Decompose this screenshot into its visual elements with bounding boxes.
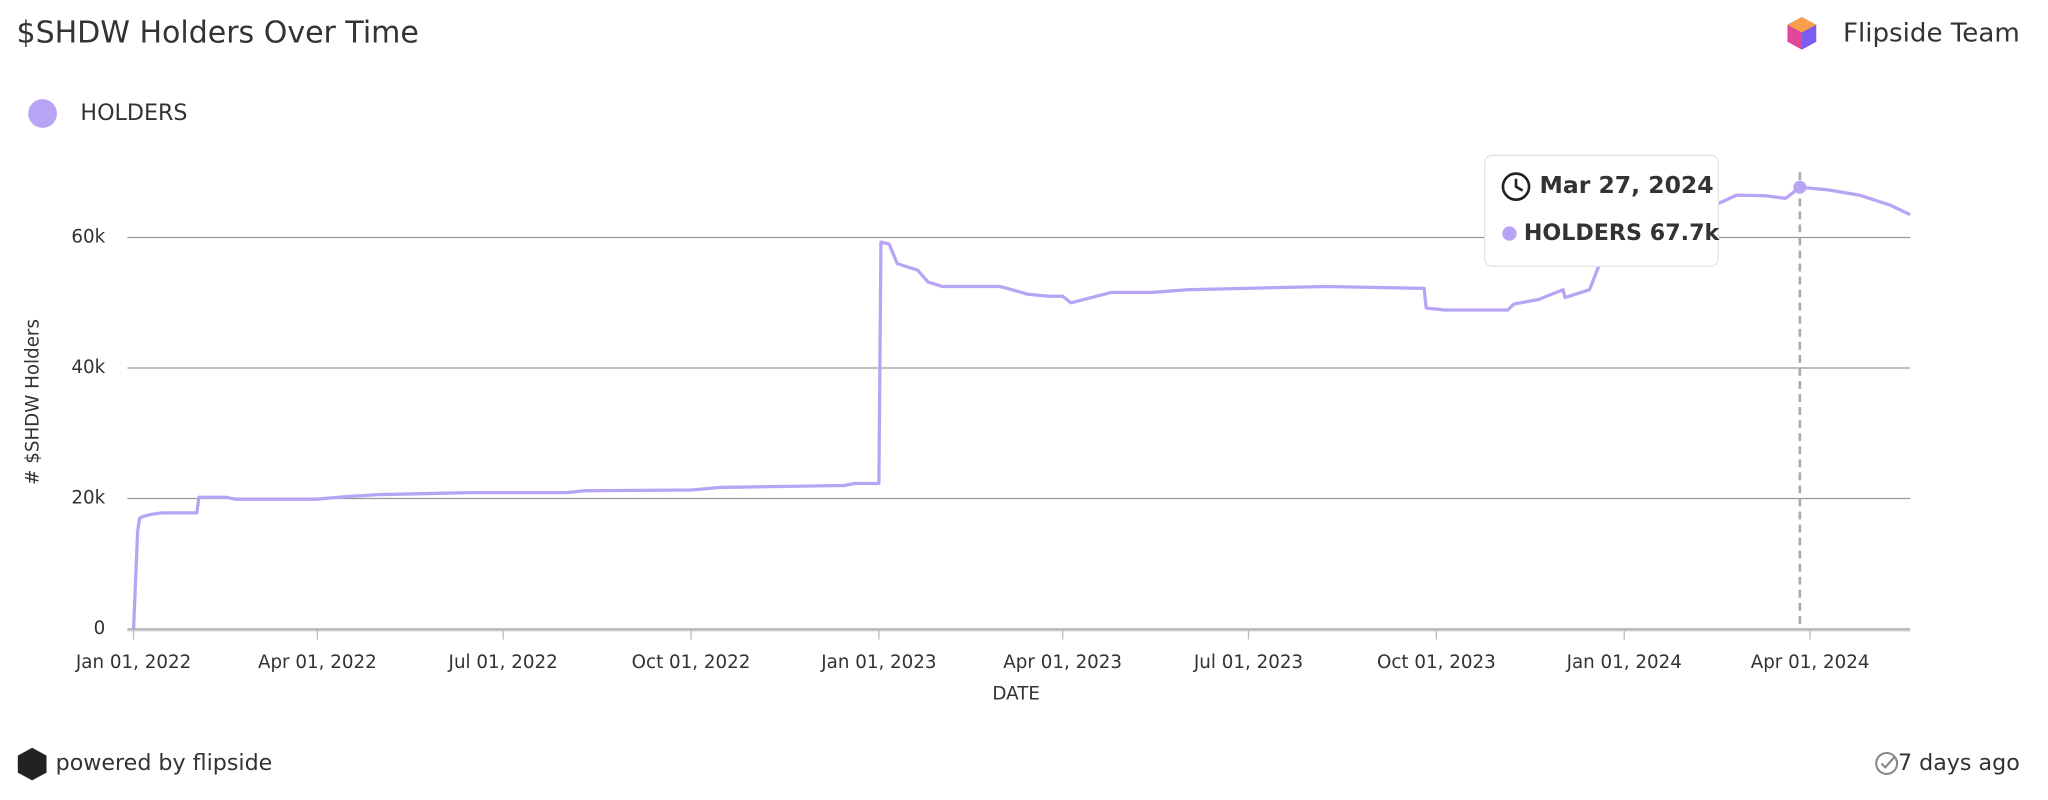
x-tick-label: Oct 01, 2023 bbox=[1377, 652, 1496, 673]
x-tick-label: Apr 01, 2023 bbox=[1003, 652, 1122, 673]
tooltip-series: HOLDERS bbox=[1524, 220, 1642, 246]
tooltip-clock bbox=[1501, 172, 1531, 201]
updated-icon bbox=[1875, 751, 1899, 775]
y-tick-label: 0 bbox=[94, 618, 106, 639]
tooltip-date: Mar 27, 2024 bbox=[1539, 171, 1713, 199]
updated-time: 7 days ago bbox=[1898, 750, 2020, 776]
x-tick-label: Apr 01, 2022 bbox=[258, 652, 377, 673]
tooltip-value: 67.7k bbox=[1650, 220, 1721, 246]
footer-brand[interactable]: powered by flipside bbox=[56, 750, 273, 776]
tooltip-box bbox=[1484, 154, 1719, 267]
x-tick-label: Jan 01, 2024 bbox=[1566, 652, 1682, 673]
x-tick-label: Apr 01, 2024 bbox=[1751, 652, 1870, 673]
author-logo bbox=[1787, 16, 1817, 50]
chart-title: $SHDW Holders Over Time bbox=[16, 15, 418, 50]
x-tick-label: Jul 01, 2022 bbox=[448, 652, 558, 673]
x-tick-label: Oct 01, 2022 bbox=[632, 652, 751, 673]
tooltip-swatch bbox=[1502, 226, 1517, 241]
x-tick-label: Jul 01, 2023 bbox=[1193, 652, 1303, 673]
y-tick-label: 60k bbox=[71, 227, 105, 248]
hover-point bbox=[1793, 180, 1807, 194]
x-tick-label: Jan 01, 2022 bbox=[75, 652, 191, 673]
clock-face bbox=[1501, 172, 1531, 201]
author[interactable]: Flipside Team bbox=[1843, 18, 2020, 48]
legend-swatch[interactable] bbox=[28, 99, 57, 128]
clock-hands bbox=[1514, 178, 1524, 192]
x-axis-label: DATE bbox=[992, 683, 1040, 704]
x-tick-label: Jan 01, 2023 bbox=[820, 652, 936, 673]
y-tick-label: 20k bbox=[71, 488, 105, 509]
legend-label[interactable]: HOLDERS bbox=[80, 100, 187, 126]
y-tick-label: 40k bbox=[71, 357, 105, 378]
plot-area: 0 20k 40k 60k Jan 01, 2022 Apr 01, 2022 Jul 01… bbox=[71, 154, 1911, 673]
footer-logo bbox=[17, 747, 47, 781]
y-axis-label: # $SHDW Holders bbox=[22, 319, 43, 485]
